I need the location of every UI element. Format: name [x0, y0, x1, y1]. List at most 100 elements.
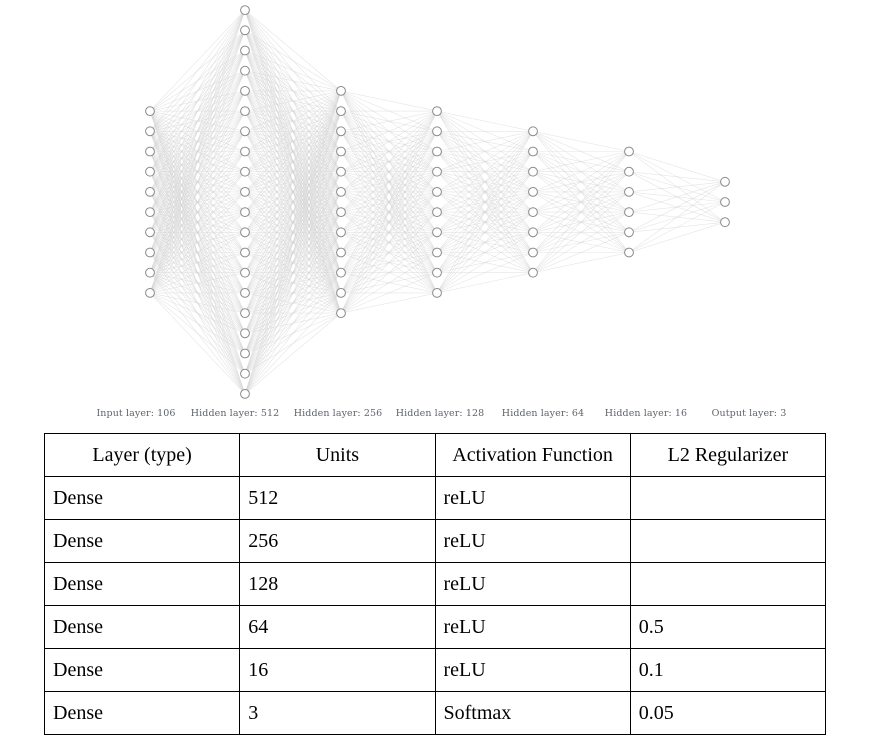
connection-edge: [340, 232, 438, 314]
neuron-node: [336, 187, 346, 197]
layer-label-hidden-5: Hidden layer: 16: [604, 408, 688, 419]
connection-edge: [532, 151, 630, 193]
layer-label-hidden-2: Hidden layer: 256: [293, 408, 383, 419]
connection-edge: [436, 191, 534, 294]
connection-edge: [340, 171, 438, 314]
connection-edge: [149, 9, 246, 273]
connection-edge: [532, 171, 630, 273]
neuron-node: [336, 86, 346, 96]
cell-units: 64: [239, 605, 436, 649]
neuron-node: [336, 247, 346, 258]
connection-edge: [149, 70, 246, 294]
neuron-node: [720, 197, 730, 207]
neuron-node: [432, 288, 442, 298]
neuron-node: [145, 247, 155, 258]
neuron-node: [336, 288, 346, 298]
layer-label-output: Output layer: 3: [711, 408, 787, 419]
neuron-node: [145, 146, 155, 157]
header-l2: L2 Regularizer: [629, 433, 827, 477]
connection-edge: [340, 151, 438, 314]
connection-edge: [149, 9, 246, 253]
cell-activation: Softmax: [434, 691, 631, 735]
connection-edge: [628, 171, 726, 183]
table-row: Dense 128 reLU: [43, 562, 827, 606]
connection-edge: [244, 90, 342, 233]
connection-edge: [436, 110, 534, 132]
neuron-node: [145, 267, 155, 278]
connection-edge: [149, 9, 246, 152]
layer-label-hidden-1: Hidden layer: 512: [190, 408, 280, 419]
connection-edge: [436, 131, 534, 294]
neuron-node: [624, 227, 634, 238]
cell-type: Dense: [43, 605, 241, 649]
neuron-node: [145, 166, 155, 177]
connection-edge: [340, 131, 438, 314]
connection-edge: [436, 211, 534, 294]
connection-edge: [628, 181, 726, 213]
connection-edge: [244, 292, 342, 395]
connection-edge: [149, 292, 246, 354]
cell-l2: [629, 562, 827, 606]
neuron-node: [528, 207, 538, 218]
cell-type: Dense: [43, 519, 241, 563]
connection-edge: [149, 50, 246, 294]
connection-edge: [340, 110, 438, 253]
connection-edge: [436, 272, 534, 294]
connection-edge: [244, 90, 342, 354]
neuron-node: [240, 5, 250, 15]
neuron-node: [528, 187, 538, 197]
connection-edge: [436, 232, 534, 294]
table-header-row: Layer (type) Units Activation Function L…: [43, 433, 827, 477]
connection-edge: [149, 131, 246, 294]
connection-edge: [244, 90, 342, 172]
cell-l2: 0.05: [629, 691, 827, 735]
connection-edge: [340, 272, 438, 314]
neuron-node: [336, 106, 346, 116]
connection-edge: [340, 292, 438, 314]
neuron-node: [624, 187, 634, 197]
connection-edge: [532, 191, 630, 273]
connection-edge: [244, 30, 342, 92]
connection-edge: [532, 151, 630, 233]
connection-edge: [628, 181, 726, 193]
table-row: Dense 512 reLU: [43, 476, 827, 520]
connection-edge: [244, 90, 342, 253]
neuron-node: [720, 176, 730, 187]
connection-edge: [149, 292, 246, 395]
connection-edge: [149, 9, 246, 193]
connection-edge: [244, 90, 342, 314]
layer-label-hidden-3: Hidden layer: 128: [395, 408, 485, 419]
connection-edge: [532, 151, 630, 213]
connection-edge: [244, 90, 342, 273]
connection-edge: [149, 9, 246, 112]
cell-units: 16: [239, 648, 436, 692]
connection-edge: [149, 10, 246, 293]
cell-activation: reLU: [434, 648, 631, 692]
connection-edge: [244, 211, 342, 395]
cell-units: 128: [239, 562, 436, 606]
connection-edge: [436, 171, 534, 294]
cell-l2: [629, 476, 827, 520]
neuron-node: [240, 368, 250, 379]
neuron-node: [240, 227, 250, 238]
connection-edge: [244, 131, 342, 395]
connection-edge: [244, 151, 342, 395]
connection-edge: [149, 9, 246, 172]
connection-edge: [244, 232, 342, 395]
connection-edge: [436, 151, 534, 294]
cell-l2: 0.1: [629, 648, 827, 692]
connection-edge: [532, 151, 630, 273]
cell-type: Dense: [43, 648, 241, 692]
neuron-node: [624, 247, 634, 258]
connection-edge: [149, 9, 246, 132]
connection-edges: [149, 9, 726, 395]
neuron-node: [336, 267, 346, 278]
connection-edge: [340, 110, 438, 193]
connection-edge: [436, 131, 534, 213]
neuron-node: [240, 247, 250, 258]
neuron-node: [336, 166, 346, 177]
cell-activation: reLU: [434, 476, 631, 520]
table-row: Dense 256 reLU: [43, 519, 827, 563]
neuron-node: [624, 146, 634, 157]
cell-type: Dense: [43, 476, 241, 520]
